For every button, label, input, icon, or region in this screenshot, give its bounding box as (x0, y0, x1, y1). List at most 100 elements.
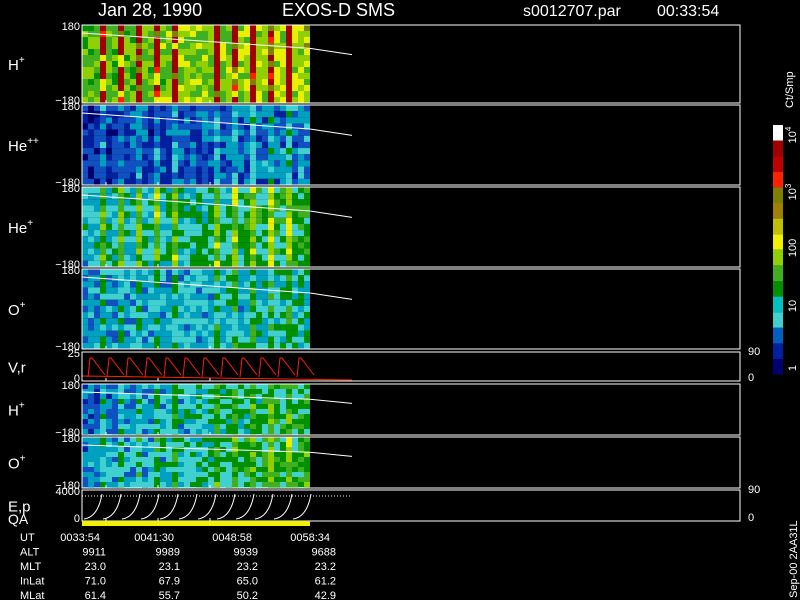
spectrogram-cell (244, 31, 250, 37)
spectrogram-cell (178, 148, 184, 155)
spectrogram-cell (256, 275, 262, 282)
spectrogram-cell (100, 299, 106, 306)
spectrogram-cell (112, 269, 118, 276)
spectrogram-cell (148, 205, 154, 212)
spectrogram-cell (286, 467, 292, 472)
spectrogram-cell (286, 452, 292, 457)
spectrogram-cell (154, 105, 160, 112)
spectrogram-cell (178, 409, 184, 414)
spectrogram-cell (220, 342, 226, 349)
spectrogram-cell (208, 166, 214, 173)
spectrogram-cell (100, 178, 106, 185)
spectrogram-cell (142, 452, 148, 457)
spectrogram-cell (124, 399, 130, 404)
spectrogram-cell (88, 187, 94, 194)
spectrogram-cell (274, 482, 280, 487)
spectrogram-cell (238, 61, 244, 67)
spectrogram-cell (196, 154, 202, 161)
spectrogram-cell (226, 230, 232, 237)
spectrogram-cell (220, 424, 226, 429)
spectrogram-cell (172, 248, 178, 255)
spectrogram-cell (292, 166, 298, 173)
spectrogram-cell (178, 217, 184, 224)
spectrogram-cell (208, 287, 214, 294)
panel-label: H+ (8, 401, 25, 420)
spectrogram-cell (274, 342, 280, 349)
spectrogram-cell (250, 160, 256, 167)
spectrogram-cell (274, 211, 280, 218)
spectrogram-cell (250, 384, 256, 389)
spectrogram-cell (130, 318, 136, 325)
spectrogram-cell (268, 414, 274, 419)
spectrogram-cell (298, 211, 304, 218)
spectrogram-cell (196, 462, 202, 467)
spectrogram-cell (172, 424, 178, 429)
spectrogram-cell (196, 437, 202, 442)
trace-line (81, 112, 353, 136)
spectrogram-cell (160, 135, 166, 142)
spectrogram-cell (292, 324, 298, 331)
spectrogram-cell (214, 73, 220, 79)
spectrogram-cell (238, 141, 244, 149)
spectrogram-cell (124, 61, 130, 67)
spectrogram-cell (136, 160, 142, 167)
spectrogram-cell (286, 73, 292, 79)
spectrogram-cell (148, 260, 154, 267)
spectrogram-cell (202, 248, 208, 255)
spectrogram-cell (226, 91, 232, 97)
spectrogram-cell (220, 384, 226, 389)
spectrogram-cell (244, 318, 250, 325)
spectrogram-cell (136, 399, 142, 404)
footer-label: UT (20, 532, 35, 544)
spectrogram-cell (154, 193, 160, 200)
spectrogram-cell (274, 330, 280, 337)
spectrogram-cell (214, 148, 220, 155)
spectrogram-cell (226, 187, 232, 194)
spectrogram-cell (172, 467, 178, 472)
spectrogram-cell (304, 389, 310, 394)
spectrogram-cell (238, 330, 244, 337)
spectrogram-cell (142, 457, 148, 462)
spectrogram-cell (130, 61, 136, 67)
spectrogram-cell (286, 269, 292, 276)
spectrogram-cell (274, 324, 280, 331)
spectrogram-cell (88, 91, 94, 97)
spectrogram-cell (106, 242, 112, 249)
colorbar-swatch (773, 187, 783, 203)
spectrogram-cell (166, 55, 172, 61)
spectrogram-cell (232, 105, 238, 112)
spectrogram-cell (154, 472, 160, 477)
spectrogram-cell (244, 160, 250, 167)
spectrogram-cell (286, 477, 292, 482)
spectrogram-cell (238, 442, 244, 447)
spectrogram-cell (124, 111, 130, 118)
spectrogram-cell (100, 447, 106, 452)
footer-value: 9688 (312, 547, 336, 559)
spectrogram-cell (166, 248, 172, 255)
spectrogram-cell (82, 55, 88, 61)
spectrogram-cell (190, 205, 196, 212)
spectrogram-cell (262, 281, 268, 288)
spectrogram-cell (94, 141, 100, 149)
spectrogram-cell (172, 384, 178, 389)
spectrogram-cell (160, 230, 166, 237)
spectrogram-cell (118, 404, 124, 409)
spectrogram-cell (202, 223, 208, 231)
spectrogram-cell (262, 248, 268, 255)
header-time: 00:33:54 (657, 3, 719, 20)
spectrogram-cell (142, 293, 148, 300)
spectrogram-cell (208, 85, 214, 91)
spectrogram-cell (286, 318, 292, 325)
spectrogram-cell (304, 312, 310, 319)
spectrogram-cell (286, 193, 292, 200)
spectrogram-cell (268, 419, 274, 424)
spectrogram-cell (100, 199, 106, 206)
spectrogram-cell (274, 457, 280, 462)
spectrogram-cell (280, 129, 286, 136)
spectrogram-cell (202, 31, 208, 37)
spectrogram-cell (208, 223, 214, 231)
spectrogram-cell (94, 73, 100, 79)
spectrogram-cell (298, 330, 304, 337)
spectrogram-cell (280, 399, 286, 404)
y-tick-label: 180 (62, 433, 80, 445)
